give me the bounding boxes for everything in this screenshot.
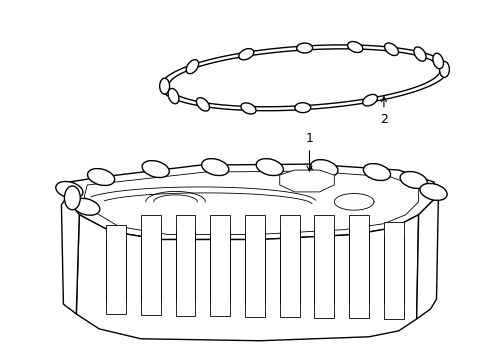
Polygon shape xyxy=(76,215,418,341)
Ellipse shape xyxy=(413,47,425,61)
Ellipse shape xyxy=(196,98,209,111)
Polygon shape xyxy=(175,215,195,315)
Ellipse shape xyxy=(432,53,443,69)
Ellipse shape xyxy=(201,159,228,176)
Polygon shape xyxy=(279,170,334,192)
Polygon shape xyxy=(168,49,440,107)
Ellipse shape xyxy=(363,163,390,180)
Ellipse shape xyxy=(64,186,80,210)
Polygon shape xyxy=(416,182,438,319)
Polygon shape xyxy=(66,164,433,239)
Text: 1: 1 xyxy=(305,132,313,171)
Ellipse shape xyxy=(186,60,198,74)
Ellipse shape xyxy=(439,62,448,77)
Ellipse shape xyxy=(238,49,253,60)
Polygon shape xyxy=(61,198,79,314)
Ellipse shape xyxy=(384,43,398,55)
Polygon shape xyxy=(244,215,264,316)
Polygon shape xyxy=(161,45,447,111)
Ellipse shape xyxy=(73,198,100,215)
Ellipse shape xyxy=(241,103,256,114)
Text: 2: 2 xyxy=(379,97,387,126)
Ellipse shape xyxy=(362,94,377,106)
Ellipse shape xyxy=(296,43,312,53)
Polygon shape xyxy=(210,215,230,316)
Polygon shape xyxy=(279,215,299,317)
Ellipse shape xyxy=(399,171,427,189)
Ellipse shape xyxy=(142,161,169,177)
Polygon shape xyxy=(383,222,403,319)
Ellipse shape xyxy=(419,184,446,201)
Ellipse shape xyxy=(87,168,115,185)
Ellipse shape xyxy=(56,181,83,198)
Polygon shape xyxy=(348,215,368,318)
Ellipse shape xyxy=(310,159,337,176)
Polygon shape xyxy=(84,171,418,235)
Polygon shape xyxy=(314,215,334,318)
Ellipse shape xyxy=(347,41,362,53)
Polygon shape xyxy=(141,215,161,315)
Ellipse shape xyxy=(160,78,169,94)
Polygon shape xyxy=(106,225,126,315)
Ellipse shape xyxy=(168,89,179,104)
Ellipse shape xyxy=(294,103,310,113)
Ellipse shape xyxy=(256,159,283,176)
